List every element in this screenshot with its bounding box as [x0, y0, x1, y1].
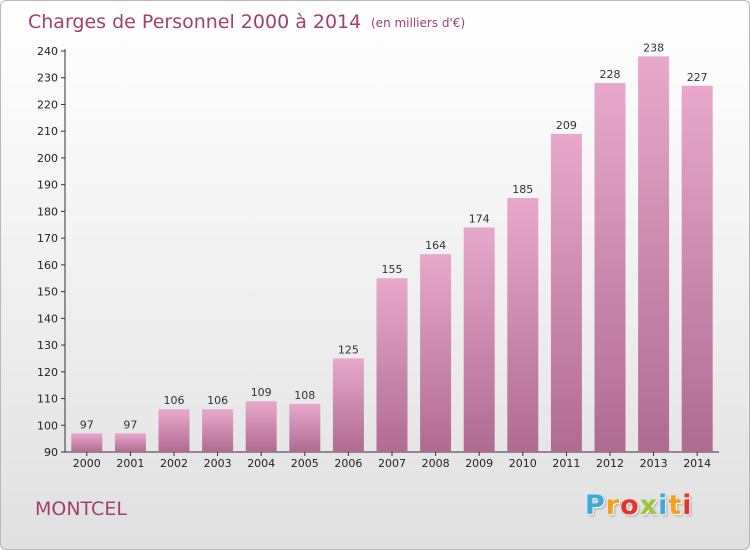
- x-tick-label-2000: 2000: [73, 457, 101, 470]
- x-axis-ticks: 2000 2001 2002 2003 2004 2005 2006 2007 2008 2009…: [73, 452, 711, 470]
- logo-letter: t: [668, 490, 683, 521]
- logo-letter: i: [682, 490, 693, 521]
- x-tick-label-2002: 2002: [160, 457, 188, 470]
- logo-letter: o: [620, 490, 640, 521]
- value-label-2000: 97: [80, 418, 94, 431]
- commune-name: MONTCEL: [35, 498, 127, 520]
- y-tick-label: 200: [37, 152, 58, 165]
- bar-2009: [463, 227, 495, 452]
- y-tick-label: 210: [37, 125, 58, 138]
- chart-title: Charges de Personnel 2000 à 2014: [28, 11, 361, 33]
- x-tick-label-2001: 2001: [116, 457, 144, 470]
- x-tick-label-2013: 2013: [640, 457, 668, 470]
- bar-2004: [245, 401, 277, 452]
- value-label-2007: 155: [382, 263, 403, 276]
- bar-2007: [376, 278, 408, 452]
- y-axis-ticks: 90 100 110 120 130 140 150 160 170 180 190 200 210 22…: [37, 45, 65, 459]
- value-label-2014: 227: [687, 71, 708, 84]
- y-tick-label: 140: [37, 312, 58, 325]
- y-tick-label: 230: [37, 72, 58, 85]
- x-tick-label-2011: 2011: [552, 457, 580, 470]
- bar-2003: [202, 409, 234, 452]
- bar-2012: [594, 83, 626, 452]
- proxiti-logo: Proxiti: [585, 490, 693, 521]
- x-tick-label-2005: 2005: [291, 457, 319, 470]
- chart-subtitle: (en milliers d'€): [371, 16, 465, 30]
- value-label-2010: 185: [512, 183, 533, 196]
- value-label-2003: 106: [207, 394, 228, 407]
- value-label-2009: 174: [469, 212, 490, 225]
- bars-group: 97 97 106 106 109 108 125 155 164 174 185 209 228 238…: [71, 41, 713, 453]
- y-tick-label: 120: [37, 366, 58, 379]
- bar-2014: [681, 85, 713, 453]
- x-tick-label-2004: 2004: [247, 457, 275, 470]
- bar-2006: [332, 358, 364, 452]
- value-label-2001: 97: [123, 418, 137, 431]
- bar-2000: [71, 433, 103, 452]
- y-tick-label: 160: [37, 259, 58, 272]
- bar-2005: [289, 403, 321, 452]
- bar-2008: [420, 254, 452, 452]
- value-label-2011: 209: [556, 119, 577, 132]
- logo-letter: r: [605, 490, 621, 521]
- value-label-2012: 228: [600, 68, 621, 81]
- logo-letter: P: [585, 490, 606, 521]
- y-tick-label: 170: [37, 232, 58, 245]
- y-tick-label: 240: [37, 45, 58, 58]
- x-tick-label-2012: 2012: [596, 457, 624, 470]
- bar-2013: [638, 56, 670, 452]
- bar-2011: [550, 133, 582, 452]
- logo-letter: x: [639, 490, 659, 521]
- bar-2010: [507, 198, 539, 452]
- x-tick-label-2006: 2006: [334, 457, 362, 470]
- y-tick-label: 130: [37, 339, 58, 352]
- x-tick-label-2010: 2010: [509, 457, 537, 470]
- value-label-2006: 125: [338, 343, 359, 356]
- y-tick-label: 100: [37, 419, 58, 432]
- x-tick-label-2009: 2009: [465, 457, 493, 470]
- value-label-2005: 108: [294, 389, 315, 402]
- y-tick-label: 190: [37, 179, 58, 192]
- x-tick-label-2014: 2014: [683, 457, 711, 470]
- y-tick-label: 180: [37, 205, 58, 218]
- value-label-2002: 106: [164, 394, 185, 407]
- y-tick-label: 90: [44, 446, 58, 459]
- x-tick-label-2008: 2008: [422, 457, 450, 470]
- y-tick-label: 110: [37, 393, 58, 406]
- y-tick-label: 150: [37, 286, 58, 299]
- value-label-2004: 109: [251, 386, 272, 399]
- bar-2001: [114, 433, 146, 452]
- x-tick-label-2003: 2003: [204, 457, 232, 470]
- value-label-2008: 164: [425, 239, 446, 252]
- logo-letter: i: [658, 490, 669, 521]
- y-tick-label: 220: [37, 98, 58, 111]
- x-tick-label-2007: 2007: [378, 457, 406, 470]
- value-label-2013: 238: [643, 41, 664, 54]
- bar-2002: [158, 409, 190, 452]
